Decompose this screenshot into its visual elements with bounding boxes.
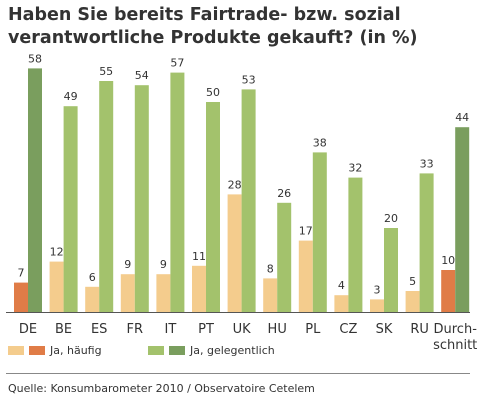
bar-gelegentlich-8 <box>312 152 327 312</box>
bar-haeufig-0 <box>14 282 28 312</box>
bar-haeufig-9 <box>334 295 349 312</box>
source-note: Quelle: Konsumbarometer 2010 / Observato… <box>8 382 315 395</box>
bar-haeufig-10 <box>370 299 384 312</box>
value-label-gelegentlich-1: 49 <box>64 90 78 103</box>
bar-gelegentlich-11 <box>419 173 434 312</box>
bar-haeufig-1 <box>49 261 64 312</box>
value-label-haeufig-1: 12 <box>50 246 64 259</box>
bar-gelegentlich-5 <box>206 102 220 312</box>
value-label-haeufig-0: 7 <box>18 267 25 280</box>
value-label-haeufig-12: 10 <box>441 254 455 267</box>
value-label-gelegentlich-4: 57 <box>170 57 184 70</box>
bar-haeufig-11 <box>405 291 420 312</box>
value-label-gelegentlich-11: 33 <box>420 157 434 170</box>
value-label-gelegentlich-0: 58 <box>28 52 42 65</box>
value-label-haeufig-3: 9 <box>124 258 131 271</box>
value-label-haeufig-4: 9 <box>160 258 167 271</box>
value-label-haeufig-8: 17 <box>299 225 313 238</box>
category-label-8: PL <box>305 322 321 337</box>
bar-gelegentlich-2 <box>99 81 114 312</box>
bar-gelegentlich-9 <box>348 177 363 312</box>
value-label-haeufig-7: 8 <box>267 262 274 275</box>
value-label-gelegentlich-12: 44 <box>455 111 469 124</box>
category-label-11: RU <box>410 322 429 337</box>
bar-gelegentlich-10 <box>384 228 398 312</box>
bar-group <box>14 68 470 313</box>
legend-label-3: Ja, gelegentlich <box>189 344 275 357</box>
category-label-0: DE <box>19 322 37 337</box>
bar-haeufig-8 <box>298 240 313 312</box>
category-label-10: SK <box>376 322 393 337</box>
legend-swatch-1 <box>29 346 45 355</box>
value-label-gelegentlich-6: 53 <box>242 73 256 86</box>
legend-swatch-0 <box>8 346 24 355</box>
value-label-haeufig-9: 4 <box>338 279 345 292</box>
category-label-1: BE <box>55 322 72 337</box>
legend-swatch-3 <box>169 346 185 355</box>
value-label-haeufig-2: 6 <box>89 271 96 284</box>
category-label-5: PT <box>198 322 214 337</box>
value-label-gelegentlich-10: 20 <box>384 212 398 225</box>
bar-haeufig-2 <box>85 286 100 312</box>
value-label-gelegentlich-2: 55 <box>99 65 113 78</box>
category-labels: DE BE ES FR IT PT UK HU PL CZ SK RU Durch-schnitt <box>19 322 477 353</box>
chart-title-line-2: verantwortliche Produkte gekauft? (in %) <box>8 28 418 48</box>
category-label-6: UK <box>233 322 252 337</box>
bar-haeufig-7 <box>263 278 278 312</box>
legend-swatch-2 <box>148 346 164 355</box>
bar-haeufig-12 <box>441 270 456 312</box>
bar-haeufig-4 <box>156 274 171 312</box>
category-label-4: IT <box>165 322 177 337</box>
category-label-12-line-1: schnitt <box>433 338 477 353</box>
chart-title: Haben Sie bereits Fairtrade- bzw. sozial… <box>8 4 468 50</box>
category-label-2: ES <box>91 322 107 337</box>
bar-haeufig-6 <box>227 194 242 312</box>
chart-title-line-1: Haben Sie bereits Fairtrade- bzw. sozial <box>8 5 401 25</box>
value-label-gelegentlich-7: 26 <box>277 187 291 200</box>
value-label-haeufig-6: 28 <box>228 178 242 191</box>
bar-gelegentlich-6 <box>241 89 256 313</box>
legend-label-1: Ja, häufig <box>49 344 102 357</box>
category-label-7: HU <box>268 322 287 337</box>
bar-gelegentlich-1 <box>63 106 78 312</box>
value-label-haeufig-11: 5 <box>409 275 416 288</box>
bar-haeufig-5 <box>192 265 206 312</box>
bar-haeufig-3 <box>120 274 135 312</box>
value-label-haeufig-10: 3 <box>374 283 381 296</box>
value-label-haeufig-5: 11 <box>192 250 206 263</box>
bar-gelegentlich-0 <box>28 68 42 313</box>
value-label-gelegentlich-5: 50 <box>206 86 220 99</box>
category-label-3: FR <box>127 322 144 337</box>
bar-gelegentlich-7 <box>277 202 292 312</box>
category-label-12-line-0: Durch- <box>434 322 478 337</box>
bar-gelegentlich-12 <box>455 127 470 312</box>
category-label-9: CZ <box>339 322 357 337</box>
legend: Ja, häufig Ja, gelegentlich <box>8 344 275 357</box>
value-label-gelegentlich-9: 32 <box>348 162 362 175</box>
value-label-gelegentlich-8: 38 <box>313 136 327 149</box>
value-label-gelegentlich-3: 54 <box>135 69 149 82</box>
bar-gelegentlich-4 <box>170 72 185 312</box>
value-labels: 7 58 12 49 6 55 9 54 9 57 11 50 28 53 8 26 17 38 4 32 3 20 5 33… <box>18 52 470 296</box>
bar-gelegentlich-3 <box>134 85 149 312</box>
